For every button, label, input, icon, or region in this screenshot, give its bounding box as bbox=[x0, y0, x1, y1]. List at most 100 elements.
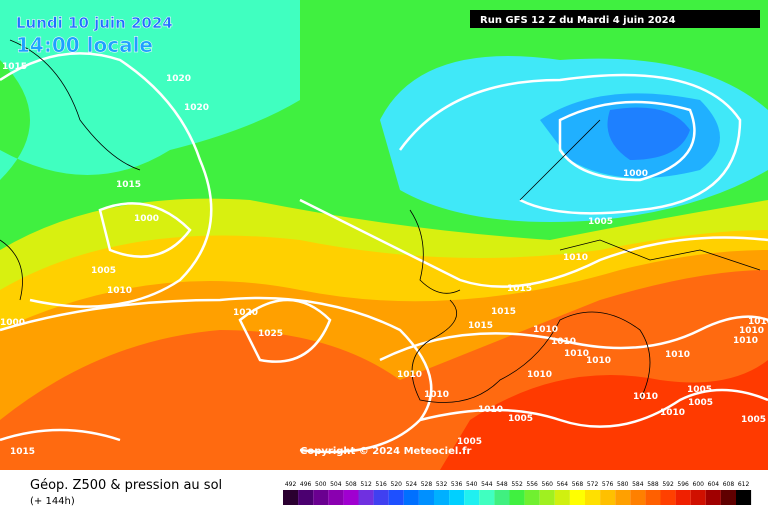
local-time: 14:00 locale bbox=[16, 33, 153, 57]
scale-swatch bbox=[615, 490, 631, 505]
scale-label: 508 bbox=[345, 481, 357, 488]
footer-title: Géop. Z500 & pression au sol bbox=[30, 478, 222, 493]
isobar-label: 1010 bbox=[527, 370, 552, 380]
scale-label: 504 bbox=[330, 481, 342, 488]
scale-label: 580 bbox=[617, 481, 629, 488]
scale-swatch bbox=[388, 490, 404, 505]
field-cyan-west bbox=[0, 0, 300, 180]
scale-swatch bbox=[434, 490, 450, 505]
scale-swatch bbox=[358, 490, 374, 505]
isobar-line bbox=[299, 198, 768, 288]
scale-swatch bbox=[403, 490, 419, 505]
isobar-label: 1010 bbox=[551, 337, 576, 347]
scale-label: 492 bbox=[285, 481, 297, 488]
isobar-label: 1015 bbox=[468, 321, 493, 331]
scale-swatch bbox=[690, 490, 706, 505]
isobar-label: 1010 bbox=[107, 286, 132, 296]
isobar-label: 1010 bbox=[748, 317, 768, 327]
scale-label: 612 bbox=[738, 481, 750, 488]
date: Lundi 10 juin 2024 bbox=[16, 14, 173, 32]
isobar-label: 1005 bbox=[588, 217, 613, 227]
isobar-label: 1010 bbox=[563, 253, 588, 263]
isobar-label: 1020 bbox=[166, 74, 191, 84]
scale-swatch bbox=[705, 490, 721, 505]
scale-label: 524 bbox=[406, 481, 418, 488]
scale-label: 528 bbox=[421, 481, 433, 488]
scale-swatch bbox=[509, 490, 525, 505]
coastline bbox=[0, 39, 141, 301]
scale-swatch bbox=[539, 490, 555, 505]
scale-swatch bbox=[298, 490, 314, 505]
scale-label: 564 bbox=[557, 481, 569, 488]
scale-label: 588 bbox=[647, 481, 659, 488]
isobar-label: 1010 bbox=[633, 392, 658, 402]
scale-swatch bbox=[524, 490, 540, 505]
scale-label: 548 bbox=[496, 481, 508, 488]
scale-label: 584 bbox=[632, 481, 644, 488]
isobar-label: 1015 bbox=[116, 180, 141, 190]
field-red bbox=[440, 360, 768, 470]
isobar-label: 1010 bbox=[478, 405, 503, 415]
footer-lead: (+ 144h) bbox=[30, 496, 75, 507]
isobar-label: 1010 bbox=[660, 408, 685, 418]
scale-label: 576 bbox=[602, 481, 614, 488]
isobar-label: 1005 bbox=[741, 415, 766, 425]
scale-label: 604 bbox=[708, 481, 720, 488]
scale-swatch bbox=[600, 490, 616, 505]
field-blue-core bbox=[607, 107, 690, 160]
scale-swatch bbox=[373, 490, 389, 505]
scale-label: 520 bbox=[391, 481, 403, 488]
isobar-label: 1010 bbox=[564, 349, 589, 359]
scale-swatch bbox=[554, 490, 570, 505]
isobar-label: 1015 bbox=[507, 284, 532, 294]
isobar-label: 1005 bbox=[687, 385, 712, 395]
scale-swatch bbox=[569, 490, 585, 505]
isobar-label: 1005 bbox=[688, 398, 713, 408]
isobar-line bbox=[0, 52, 213, 308]
isobar-line bbox=[0, 428, 121, 442]
scale-swatch bbox=[736, 490, 752, 505]
scale-label: 592 bbox=[662, 481, 674, 488]
scale-label: 516 bbox=[375, 481, 387, 488]
scale-label: 496 bbox=[300, 481, 312, 488]
scale-label: 600 bbox=[693, 481, 705, 488]
scale-label: 552 bbox=[511, 481, 523, 488]
scale-label: 540 bbox=[466, 481, 478, 488]
isobar-line bbox=[0, 296, 433, 454]
isobar-line bbox=[98, 202, 192, 258]
isobar-label: 1015 bbox=[10, 447, 35, 457]
coastline bbox=[409, 119, 761, 403]
isobar-line bbox=[398, 73, 742, 215]
run-info: Run GFS 12 Z du Mardi 4 juin 2024 bbox=[480, 15, 676, 26]
isobar-label: 1010 bbox=[739, 326, 764, 336]
scale-swatch bbox=[343, 490, 359, 505]
isobar-line bbox=[558, 100, 696, 182]
isobar-label: 1000 bbox=[0, 318, 25, 328]
coastlines bbox=[0, 39, 761, 403]
isobar-line bbox=[238, 298, 332, 363]
scale-label: 572 bbox=[587, 481, 599, 488]
scale-label: 560 bbox=[542, 481, 554, 488]
isobar-label: 1010 bbox=[424, 390, 449, 400]
isobar-label: 1015 bbox=[491, 307, 516, 317]
scale-swatch bbox=[720, 490, 736, 505]
isobar-label: 1005 bbox=[457, 437, 482, 447]
scale-swatch bbox=[464, 490, 480, 505]
isobar-label: 1015 bbox=[2, 62, 27, 72]
scale-swatch bbox=[630, 490, 646, 505]
isobar-label: 1010 bbox=[665, 350, 690, 360]
scale-swatch bbox=[313, 490, 329, 505]
scale-label: 596 bbox=[677, 481, 689, 488]
scale-label: 608 bbox=[723, 481, 735, 488]
copyright: Copyright © 2024 Meteociel.fr bbox=[300, 446, 471, 457]
scale-swatch bbox=[418, 490, 434, 505]
isobar-label: 1025 bbox=[258, 329, 283, 339]
isobar-label: 1010 bbox=[533, 325, 558, 335]
scale-swatch bbox=[494, 490, 510, 505]
scale-label: 512 bbox=[360, 481, 372, 488]
scale-label: 536 bbox=[451, 481, 463, 488]
isobar-line bbox=[379, 315, 768, 362]
scale-label: 544 bbox=[481, 481, 493, 488]
